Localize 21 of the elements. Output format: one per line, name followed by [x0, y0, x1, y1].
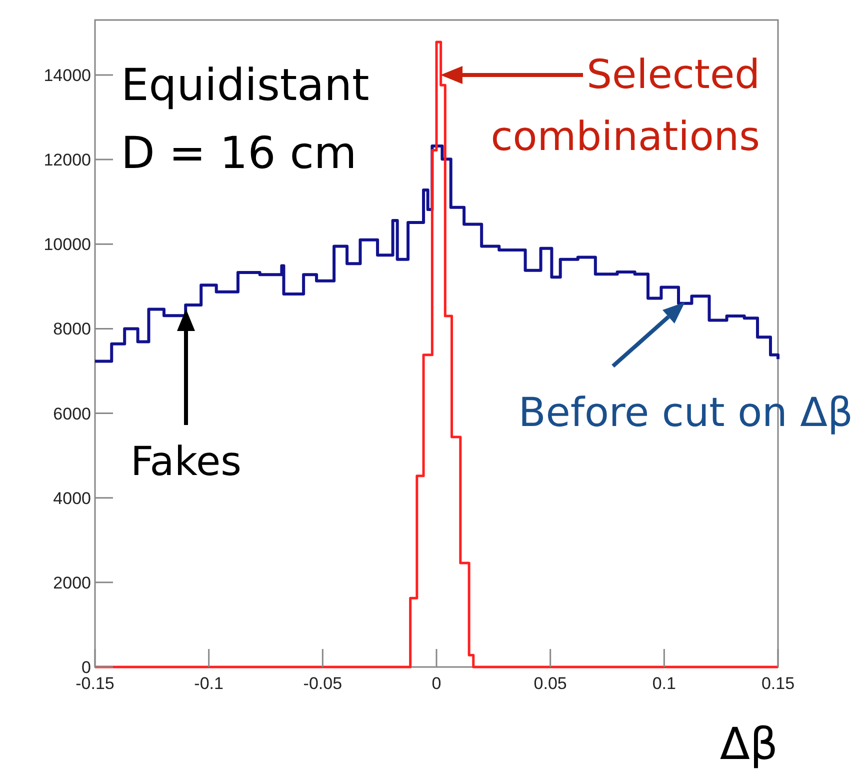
x-tick-label: -0.1 — [194, 674, 224, 693]
y-tick-label: 2000 — [53, 573, 91, 592]
annotation: Before cut on Δβ — [518, 390, 853, 436]
y-tick-label: 12000 — [44, 150, 91, 170]
x-tick-label: 0 — [432, 674, 442, 693]
x-tick-label: 0.1 — [652, 674, 676, 693]
y-tick-label: 4000 — [53, 488, 91, 508]
annotation: D = 16 cm — [121, 128, 357, 179]
annotation: Selected combinations — [490, 52, 760, 160]
x-tick-label: 0.15 — [761, 674, 795, 693]
y-tick-label: 6000 — [53, 404, 91, 424]
x-tick-label: 0.05 — [534, 674, 567, 693]
y-tick-label: 14000 — [44, 66, 91, 85]
x-axis-title: Δβ — [720, 719, 778, 770]
y-tick-label: 8000 — [53, 320, 91, 339]
x-tick-label: -0.05 — [303, 674, 342, 693]
annotation: Equidistant — [121, 60, 370, 111]
y-tick-label: 10000 — [44, 235, 91, 254]
x-tick-label: -0.15 — [76, 674, 114, 693]
annotation: Fakes — [130, 439, 242, 485]
y-tick-label: 0 — [82, 658, 91, 677]
